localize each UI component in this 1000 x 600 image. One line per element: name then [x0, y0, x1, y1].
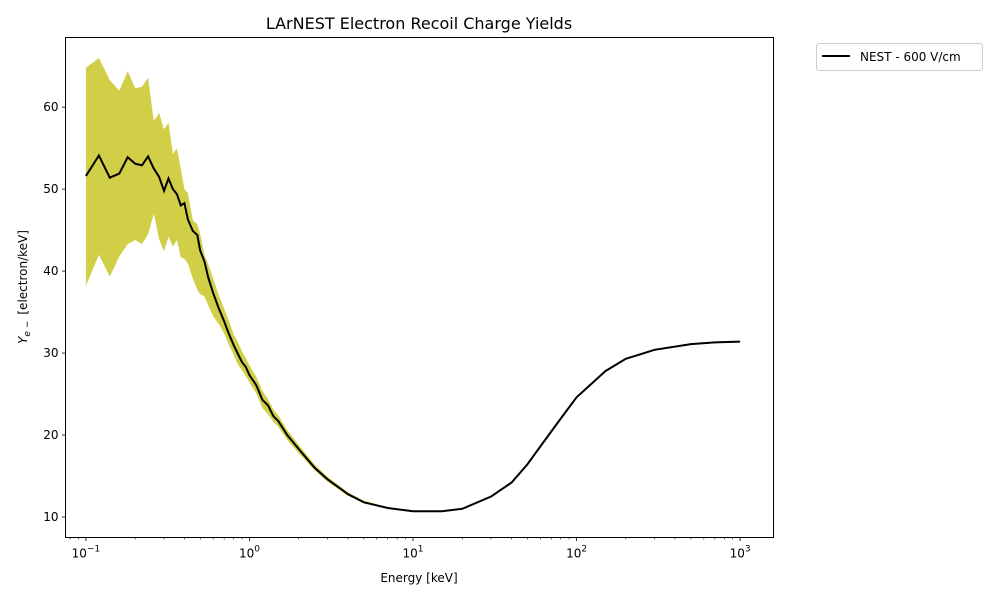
y-axis-label: Ye − [electron/keV]: [16, 230, 33, 344]
y-tick-label: 40: [43, 264, 58, 278]
x-tick-label: 103: [730, 545, 751, 561]
plot-area: [85, 58, 741, 513]
legend-box: [816, 43, 983, 71]
legend: NEST - 600 V/cm: [816, 43, 983, 71]
y-axis-label-subscript: e −: [23, 321, 33, 337]
x-tick-label: 100: [239, 545, 260, 561]
x-tick-label: 102: [566, 545, 587, 561]
x-axis: 10−1 100 101 102 103: [69, 537, 751, 561]
y-tick-label: 30: [43, 346, 58, 360]
y-tick-label: 20: [43, 428, 58, 442]
y-axis: 10 20 30 40 50 60: [43, 100, 66, 524]
y-tick-label: 50: [43, 182, 58, 196]
svg-text:Ye −[electron/keV]: Ye − [electron/keV]: [16, 230, 33, 344]
x-axis-label: Energy [keV]: [380, 571, 457, 585]
series-line: [85, 153, 741, 513]
chart-title: LArNEST Electron Recoil Charge Yields: [266, 14, 572, 33]
y-axis-label-unit: [electron/keV]: [16, 230, 30, 315]
y-tick-label: 60: [43, 100, 58, 114]
uncertainty-band: [85, 58, 741, 513]
y-tick-label: 10: [43, 510, 58, 524]
y-axis-label-symbol: Y: [16, 335, 30, 344]
x-tick-label: 10−1: [72, 545, 101, 561]
x-tick-label: 101: [403, 545, 424, 561]
plot-frame: [65, 37, 774, 538]
legend-label: NEST - 600 V/cm: [860, 50, 961, 64]
